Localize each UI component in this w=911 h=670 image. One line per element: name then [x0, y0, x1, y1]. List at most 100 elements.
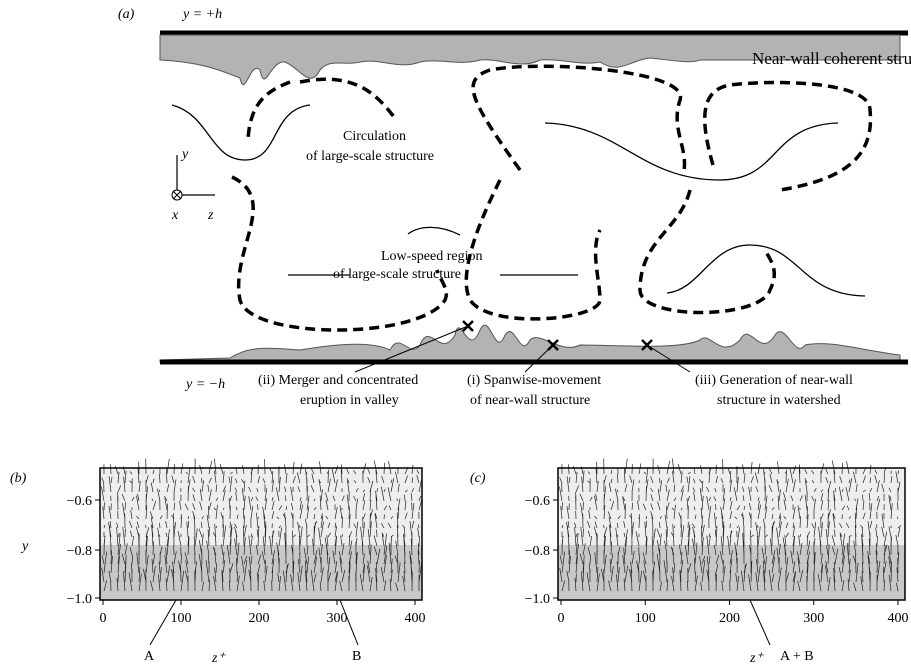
- vector: [883, 545, 886, 565]
- vector: [320, 543, 323, 556]
- vector: [896, 582, 899, 592]
- vector: [687, 524, 691, 538]
- vector: [311, 468, 315, 475]
- annotation: (ii) Merger and concentrated: [258, 373, 418, 388]
- vector: [241, 479, 245, 484]
- vector: [383, 505, 388, 511]
- vector: [395, 471, 399, 484]
- vector: [616, 489, 619, 493]
- vector: [285, 473, 288, 484]
- vector: [278, 505, 283, 511]
- vector: [121, 553, 126, 565]
- vector: [207, 505, 210, 520]
- vector: [799, 533, 801, 538]
- vector: [242, 507, 245, 520]
- vector: [673, 484, 676, 493]
- vector: [750, 534, 755, 538]
- vector: [271, 497, 274, 502]
- vector: [165, 578, 168, 592]
- vector: [574, 527, 577, 547]
- vector: [304, 560, 308, 583]
- vector: [235, 468, 238, 475]
- vector: [152, 553, 156, 565]
- vector: [763, 471, 766, 475]
- vector: [375, 470, 378, 484]
- vector: [390, 479, 393, 484]
- vector: [383, 580, 387, 592]
- vector: [397, 562, 401, 583]
- vector: [298, 535, 301, 556]
- vector: [201, 515, 204, 520]
- vector: [296, 472, 301, 484]
- vector: [831, 546, 836, 556]
- annotation: eruption in valley: [300, 393, 399, 408]
- vector: [811, 523, 815, 529]
- vector: [359, 573, 364, 592]
- vector: [373, 460, 378, 475]
- vector: [103, 502, 105, 511]
- vector: [353, 480, 357, 484]
- vector: [678, 512, 682, 520]
- vector: [575, 471, 578, 484]
- vector: [355, 498, 358, 511]
- vector: [124, 561, 127, 583]
- vector: [778, 521, 782, 538]
- vector: [387, 487, 392, 502]
- vector: [166, 484, 170, 493]
- vector: [306, 545, 309, 556]
- vector: [693, 530, 696, 547]
- vector: [735, 547, 738, 565]
- vector: [201, 521, 203, 529]
- vector: [292, 475, 296, 484]
- vector: [568, 555, 571, 574]
- vector: [129, 546, 133, 556]
- vector: [257, 516, 259, 520]
- vector: [582, 561, 585, 583]
- vector: [659, 581, 662, 592]
- vector: [367, 468, 371, 475]
- vector: [792, 525, 795, 538]
- vector: [721, 580, 724, 592]
- vector: [761, 547, 766, 565]
- vector: [243, 480, 246, 493]
- circulation-path: [464, 179, 602, 321]
- vector: [854, 512, 857, 529]
- vector: [820, 563, 824, 583]
- vector: [797, 557, 801, 574]
- near-wall-structures-bottom: [159, 324, 901, 363]
- vector: [594, 495, 598, 511]
- vector: [297, 486, 301, 493]
- vector: [292, 534, 297, 538]
- vector: [567, 525, 570, 547]
- vector: [347, 480, 350, 484]
- field-shade: [558, 545, 905, 600]
- vector: [820, 553, 823, 565]
- vector: [241, 556, 245, 574]
- vector: [264, 488, 268, 502]
- vector: [664, 514, 668, 529]
- vector: [108, 570, 112, 583]
- vector: [152, 469, 155, 475]
- vector: [417, 543, 420, 556]
- vector: [306, 506, 310, 520]
- vector: [881, 483, 885, 493]
- vector: [666, 489, 670, 502]
- annotation: of near-wall structure: [470, 393, 590, 408]
- vector: [255, 496, 259, 502]
- vector: [325, 492, 329, 502]
- vector: [338, 551, 343, 565]
- vector: [897, 525, 902, 529]
- vector: [790, 495, 794, 502]
- vector: [346, 494, 350, 511]
- vector: [757, 565, 761, 583]
- vector: [897, 481, 901, 493]
- vector: [832, 513, 836, 529]
- vector: [624, 458, 628, 475]
- vector: [645, 535, 647, 547]
- vector: [763, 570, 766, 592]
- vector: [642, 570, 647, 583]
- vector: [768, 569, 773, 592]
- vector: [367, 560, 371, 574]
- x-axis-label: z⁺: [211, 651, 226, 666]
- vector: [108, 476, 112, 493]
